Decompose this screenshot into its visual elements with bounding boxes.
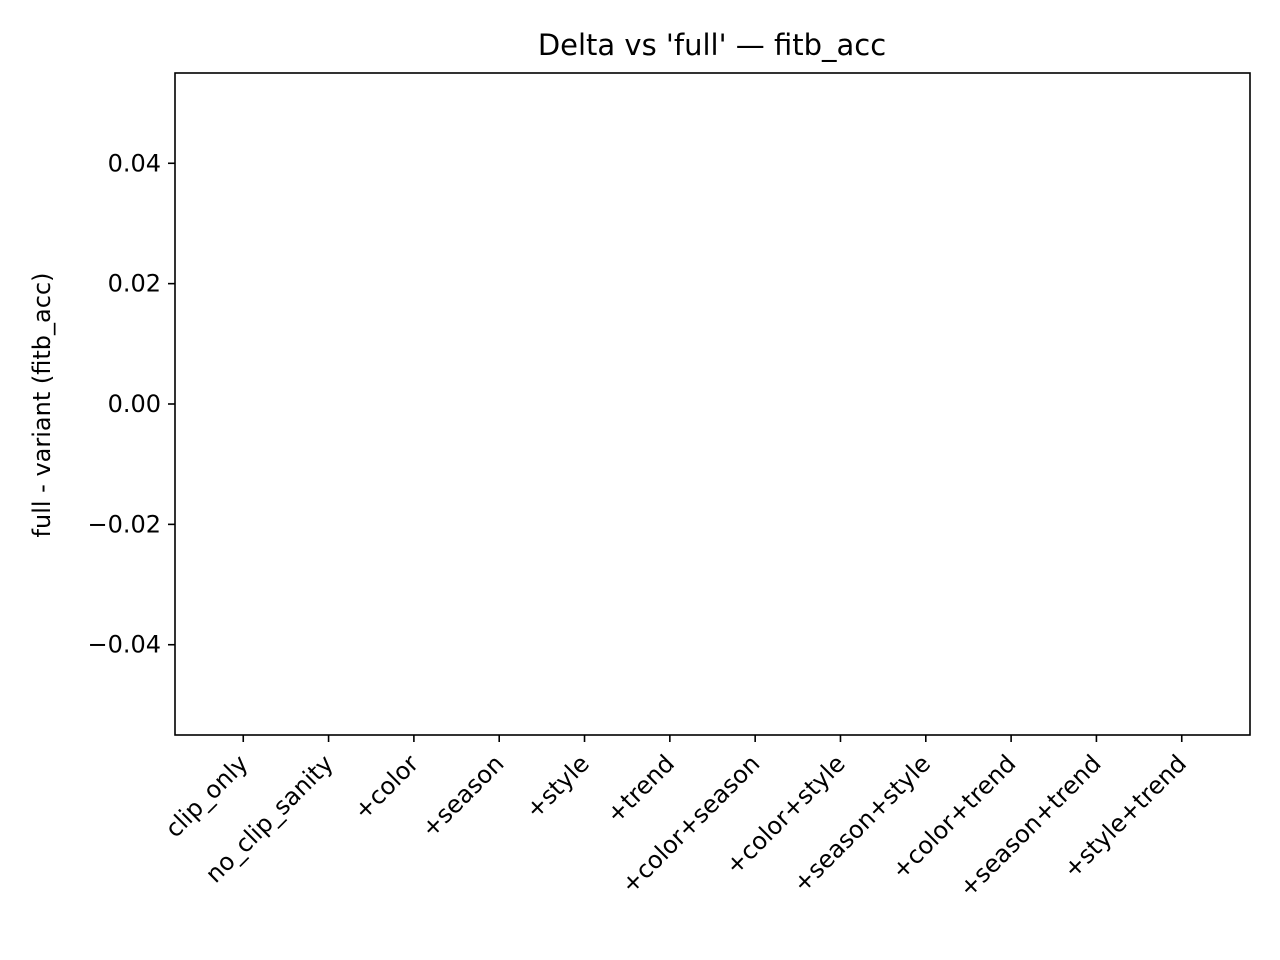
x-tick-label: +season	[416, 749, 510, 843]
y-tick-label: 0.00	[108, 390, 161, 418]
y-tick-label: 0.04	[108, 149, 161, 177]
x-tick-label: +style	[520, 749, 595, 824]
x-tick-label: +season+trend	[954, 749, 1107, 902]
y-tick-label: −0.02	[87, 510, 161, 538]
x-tick-label: +color	[348, 749, 424, 825]
y-axis-label: full - variant (fitb_acc)	[28, 273, 56, 538]
x-tick-label: +trend	[601, 749, 680, 828]
chart-title: Delta vs 'full' — fitb_acc	[538, 28, 886, 62]
plot-area-frame	[174, 72, 1251, 736]
y-tick-label: −0.04	[87, 631, 161, 659]
y-axis-ticks: −0.04 −0.02 0.00 0.02 0.04	[87, 149, 175, 659]
y-tick-label: 0.02	[108, 270, 161, 298]
